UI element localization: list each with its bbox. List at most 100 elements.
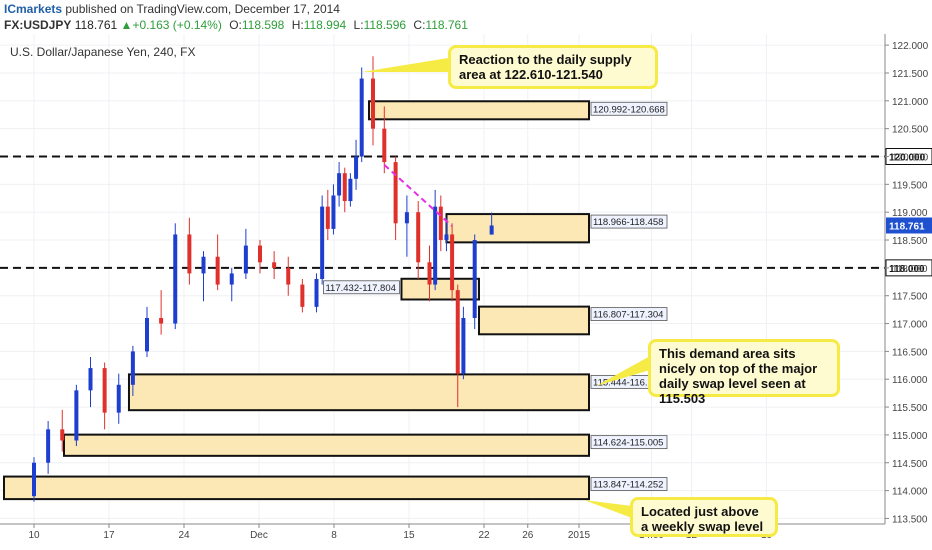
zone-rect[interactable] (477, 305, 590, 336)
y-tick-label: 114.000 (892, 487, 928, 498)
candles-layer (32, 56, 494, 502)
candle-body (102, 368, 107, 413)
candle-body (74, 390, 79, 441)
y-tick-label: 119.500 (892, 180, 928, 191)
zone-label: 114.624-115.005 (593, 438, 663, 449)
trendline (383, 164, 453, 227)
candle-body (201, 256, 206, 274)
y-tick-label: 115.500 (892, 403, 928, 414)
x-tick-label: 22 (478, 530, 490, 541)
zone-rect[interactable] (445, 213, 590, 244)
annotation-demand: This demand area sits nicely on top of t… (648, 339, 840, 406)
candle-body (393, 162, 398, 224)
y-tick-label: 120.500 (892, 125, 929, 136)
y-tick-label: 120.000 (892, 153, 929, 164)
zone-rect[interactable] (367, 100, 590, 121)
zone-rect[interactable] (63, 433, 590, 457)
candle-body (427, 262, 432, 285)
candle-body (342, 173, 347, 202)
candle-body (438, 206, 443, 241)
candle-body (272, 262, 277, 268)
high-label: H: (291, 18, 304, 32)
y-tick-label: 113.500 (892, 514, 928, 525)
chart-title: U.S. Dollar/Japanese Yen, 240, FX (10, 45, 195, 59)
zone-label-box (590, 477, 668, 491)
candle-body (416, 212, 421, 263)
y-tick-label: 117.500 (892, 292, 928, 303)
x-tick-label: 10 (28, 530, 40, 541)
zone-rect[interactable] (127, 373, 590, 412)
y-tick-label: 121.500 (892, 69, 929, 80)
y-tick-label: 122.000 (892, 41, 929, 52)
annotation-weekly: Located just above a weekly swap level a… (630, 497, 778, 537)
last-price-box (886, 217, 932, 234)
candle-body (348, 178, 353, 202)
y-tick-label: 116.500 (892, 347, 928, 358)
candle-body (450, 234, 455, 291)
zone-label: 113.847-114.252 (593, 480, 663, 491)
candle-body (371, 78, 375, 129)
x-tick-label: Dec (250, 530, 268, 541)
close-label: C: (413, 18, 426, 32)
x-tick-label: 26 (522, 530, 534, 541)
close-value: 118.761 (425, 18, 468, 32)
x-tick-label: 15 (403, 530, 415, 541)
candle-body (286, 267, 291, 285)
level-price-label: 120.000 (889, 153, 926, 164)
y-tick-label: 114.500 (892, 459, 928, 470)
candle-body (461, 317, 466, 374)
y-tick-label: 115.000 (892, 431, 928, 442)
open-label: O: (229, 18, 242, 32)
zone-label-box (323, 280, 400, 295)
candle-body (300, 284, 305, 307)
y-tick-label: 121.000 (892, 97, 929, 108)
candle-body (444, 234, 449, 241)
zone-label: 120.992-120.668 (593, 104, 665, 115)
candle-body (314, 279, 319, 307)
candle-body (116, 384, 121, 413)
zone-label: 116.807-117.304 (593, 310, 663, 321)
candle-body (187, 234, 192, 274)
zone-rect[interactable] (400, 277, 480, 301)
y-tick-label: 119.000 (892, 208, 928, 219)
last-price: 118.761 (74, 18, 118, 32)
x-tick-label: 24 (178, 530, 190, 541)
candle-body (354, 156, 359, 179)
low-label: L: (353, 18, 364, 32)
symbol-label: FX:USDJPY (4, 18, 72, 32)
y-tick-label: 116.000 (892, 375, 928, 386)
candle-body (46, 429, 51, 463)
candle-body (60, 429, 65, 441)
quote-line: FX:USDJPY 118.761 ▲+0.163 (+0.14%) O:118… (4, 18, 468, 32)
candle-body (243, 245, 248, 274)
zone-label-box (590, 101, 668, 116)
candle-body (229, 273, 234, 285)
y-tick-label: 117.000 (892, 320, 928, 331)
publisher-name[interactable]: ICmarkets (4, 2, 63, 16)
candle-body (145, 317, 149, 352)
publish-date: published on TradingView.com, December 1… (62, 2, 340, 16)
zone-label: 118.966-118.458 (593, 217, 663, 228)
price-axis[interactable]: 113.500 114.000 114.500 115.000 115.500 116.0… (885, 41, 932, 525)
candle-body (215, 256, 220, 285)
zone-rect[interactable] (3, 475, 590, 501)
y-tick-label: 118.000 (892, 264, 928, 275)
price-chart[interactable]: 118.000 120.000 120.992-120.668 118.966-11… (0, 34, 932, 550)
candle-body (489, 225, 494, 235)
x-tick-label: 8 (331, 530, 337, 541)
candle-body (433, 206, 438, 285)
candle-body (359, 78, 364, 157)
level-price-label: 118.000 (889, 264, 925, 275)
open-value: 118.598 (241, 18, 285, 32)
candle-body (404, 212, 409, 224)
candle-body (32, 462, 36, 497)
candle-body (130, 351, 135, 385)
trendline-layer (383, 164, 453, 227)
zone-label-box (590, 307, 668, 322)
candle-body (88, 368, 93, 391)
price-change: +0.163 (+0.14%) (132, 18, 222, 32)
levels-layer: 118.000 120.000 (0, 148, 932, 277)
zone-label-box (590, 214, 668, 229)
change-up-icon: ▲ (120, 18, 133, 32)
last-price-label: 118.761 (889, 221, 925, 232)
